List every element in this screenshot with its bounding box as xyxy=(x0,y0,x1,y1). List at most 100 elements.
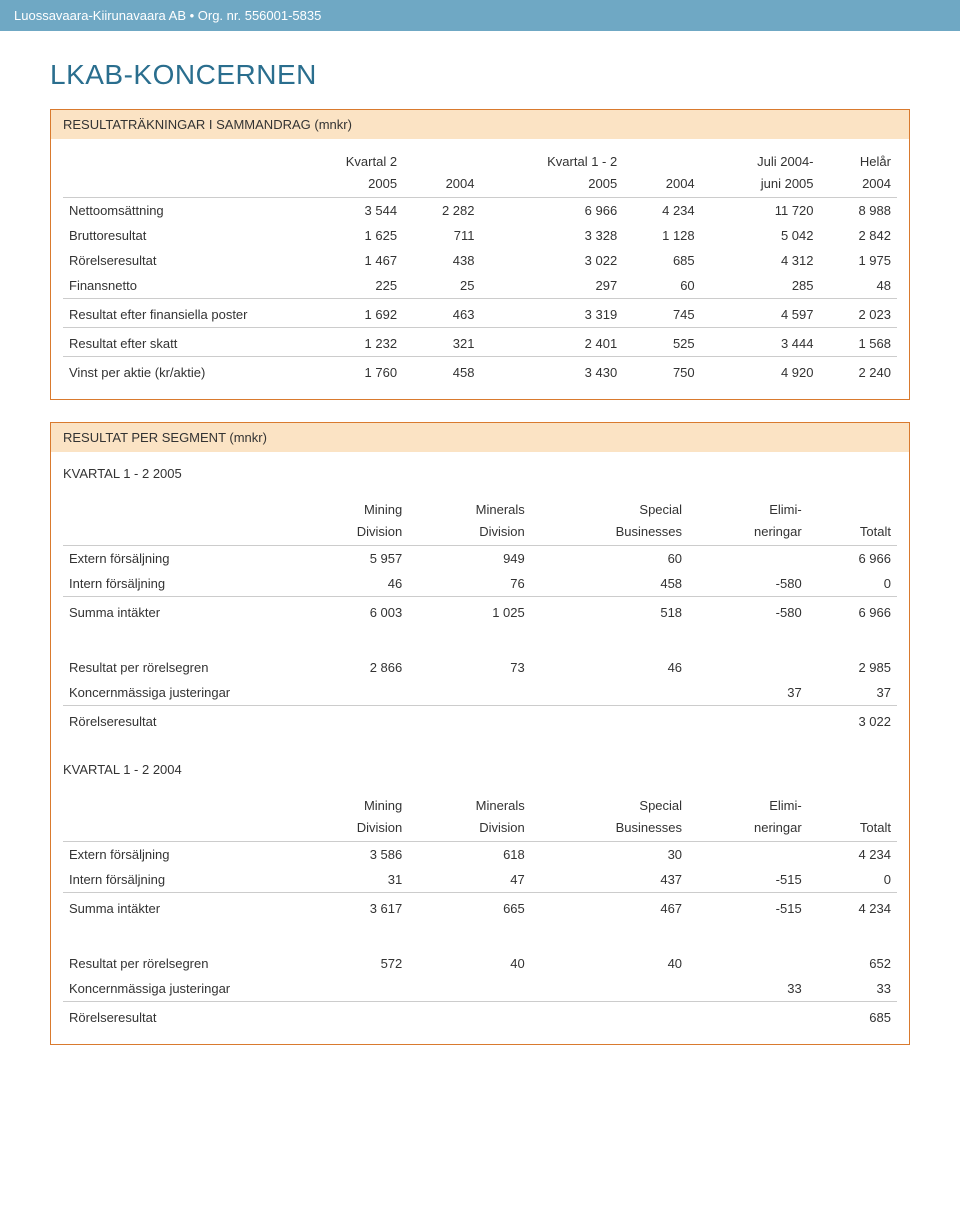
cell: 40 xyxy=(531,951,688,976)
cell: 76 xyxy=(408,571,531,597)
cell: 2 842 xyxy=(820,223,897,248)
table-row: Summa intäkter3 617665467-5154 234 xyxy=(63,893,897,922)
cell: 4 597 xyxy=(701,299,820,328)
segment-block: RESULTAT PER SEGMENT (mnkr) KVARTAL 1 - … xyxy=(50,422,910,1045)
col-header: Special xyxy=(531,497,688,519)
col-header: Kvartal 1 - 2 xyxy=(481,149,624,171)
cell: 2 240 xyxy=(820,357,897,386)
cell: 750 xyxy=(623,357,700,386)
cell: 4 234 xyxy=(623,198,700,224)
col-header: Kvartal 2 xyxy=(293,149,403,171)
cell: 47 xyxy=(408,867,531,893)
table-row: Rörelseresultat 3 022 xyxy=(63,706,897,735)
cell: 4 312 xyxy=(701,248,820,273)
col-header: Mining xyxy=(293,497,408,519)
cell xyxy=(531,706,688,735)
cell: 6 966 xyxy=(808,546,897,572)
col-header: Division xyxy=(408,519,531,546)
cell xyxy=(408,680,531,706)
results-block: RESULTATRÄKNINGAR I SAMMANDRAG (mnkr) Kv… xyxy=(50,109,910,400)
col-header: 2005 xyxy=(293,171,403,198)
col-header xyxy=(623,149,700,171)
cell: 1 692 xyxy=(293,299,403,328)
cell xyxy=(531,680,688,706)
table-row: Extern försäljning3 586618304 234 xyxy=(63,842,897,868)
cell: 3 444 xyxy=(701,328,820,357)
cell: Bruttoresultat xyxy=(63,223,293,248)
table-row: Nettoomsättning3 5442 2826 9664 23411 72… xyxy=(63,198,897,224)
col-header: 2005 xyxy=(481,171,624,198)
cell: 949 xyxy=(408,546,531,572)
cell xyxy=(688,842,808,868)
col-header xyxy=(63,793,293,815)
cell: 685 xyxy=(808,1002,897,1031)
cell: Resultat per rörelsegren xyxy=(63,655,293,680)
cell: 665 xyxy=(408,893,531,922)
cell: 525 xyxy=(623,328,700,357)
cell: Intern försäljning xyxy=(63,571,293,597)
cell: 6 966 xyxy=(808,597,897,626)
cell: Resultat per rörelsegren xyxy=(63,951,293,976)
spacer xyxy=(63,625,897,655)
cell: 285 xyxy=(701,273,820,299)
cell xyxy=(408,976,531,1002)
cell: 4 920 xyxy=(701,357,820,386)
cell: 5 042 xyxy=(701,223,820,248)
page-content: LKAB-KONCERNEN RESULTATRÄKNINGAR I SAMMA… xyxy=(0,31,960,1081)
col-header: Special xyxy=(531,793,688,815)
cell: 6 966 xyxy=(481,198,624,224)
cell xyxy=(293,680,408,706)
cell: 3 586 xyxy=(293,842,408,868)
cell: -515 xyxy=(688,867,808,893)
table-row: Resultat per rörelsegren2 86673462 985 xyxy=(63,655,897,680)
cell xyxy=(688,1002,808,1031)
cell: Extern försäljning xyxy=(63,546,293,572)
col-header: Minerals xyxy=(408,793,531,815)
cell: Resultat efter finansiella poster xyxy=(63,299,293,328)
cell: 1 975 xyxy=(820,248,897,273)
segment-table: MiningMineralsSpecialElimi-DivisionDivis… xyxy=(63,497,897,734)
cell: 46 xyxy=(293,571,408,597)
col-header: neringar xyxy=(688,519,808,546)
cell: Koncernmässiga justeringar xyxy=(63,976,293,1002)
segment-block-title: RESULTAT PER SEGMENT (mnkr) xyxy=(51,423,909,452)
page-header-bar: Luossavaara-Kiirunavaara AB • Org. nr. 5… xyxy=(0,0,960,31)
cell: 1 568 xyxy=(820,328,897,357)
results-block-title: RESULTATRÄKNINGAR I SAMMANDRAG (mnkr) xyxy=(51,110,909,139)
cell: 3 617 xyxy=(293,893,408,922)
cell: 463 xyxy=(403,299,480,328)
col-header: neringar xyxy=(688,815,808,842)
cell: 48 xyxy=(820,273,897,299)
cell: 1 467 xyxy=(293,248,403,273)
table-row: Koncernmässiga justeringar3333 xyxy=(63,976,897,1002)
cell: -580 xyxy=(688,597,808,626)
spacer xyxy=(63,921,897,951)
cell: 438 xyxy=(403,248,480,273)
page-title: LKAB-KONCERNEN xyxy=(50,59,910,91)
table-row: Finansnetto225252976028548 xyxy=(63,273,897,299)
cell: 3 022 xyxy=(808,706,897,735)
col-header: juni 2005 xyxy=(701,171,820,198)
cell: -515 xyxy=(688,893,808,922)
cell: 0 xyxy=(808,867,897,893)
cell: 1 625 xyxy=(293,223,403,248)
table-row: Intern försäljning3147437-5150 xyxy=(63,867,897,893)
table-row: Rörelseresultat1 4674383 0226854 3121 97… xyxy=(63,248,897,273)
table-row: Extern försäljning5 957949606 966 xyxy=(63,546,897,572)
cell: 711 xyxy=(403,223,480,248)
cell: 1 025 xyxy=(408,597,531,626)
col-header: Businesses xyxy=(531,815,688,842)
cell: 25 xyxy=(403,273,480,299)
cell: 518 xyxy=(531,597,688,626)
cell: 321 xyxy=(403,328,480,357)
cell: 37 xyxy=(688,680,808,706)
cell: 685 xyxy=(623,248,700,273)
cell: Rörelseresultat xyxy=(63,248,293,273)
segment-period-label: KVARTAL 1 - 2 2005 xyxy=(51,452,909,487)
cell: 3 328 xyxy=(481,223,624,248)
header-text: Luossavaara-Kiirunavaara AB • Org. nr. 5… xyxy=(14,8,321,23)
cell xyxy=(408,1002,531,1031)
cell: Rörelseresultat xyxy=(63,706,293,735)
col-header: Businesses xyxy=(531,519,688,546)
col-header xyxy=(63,815,293,842)
